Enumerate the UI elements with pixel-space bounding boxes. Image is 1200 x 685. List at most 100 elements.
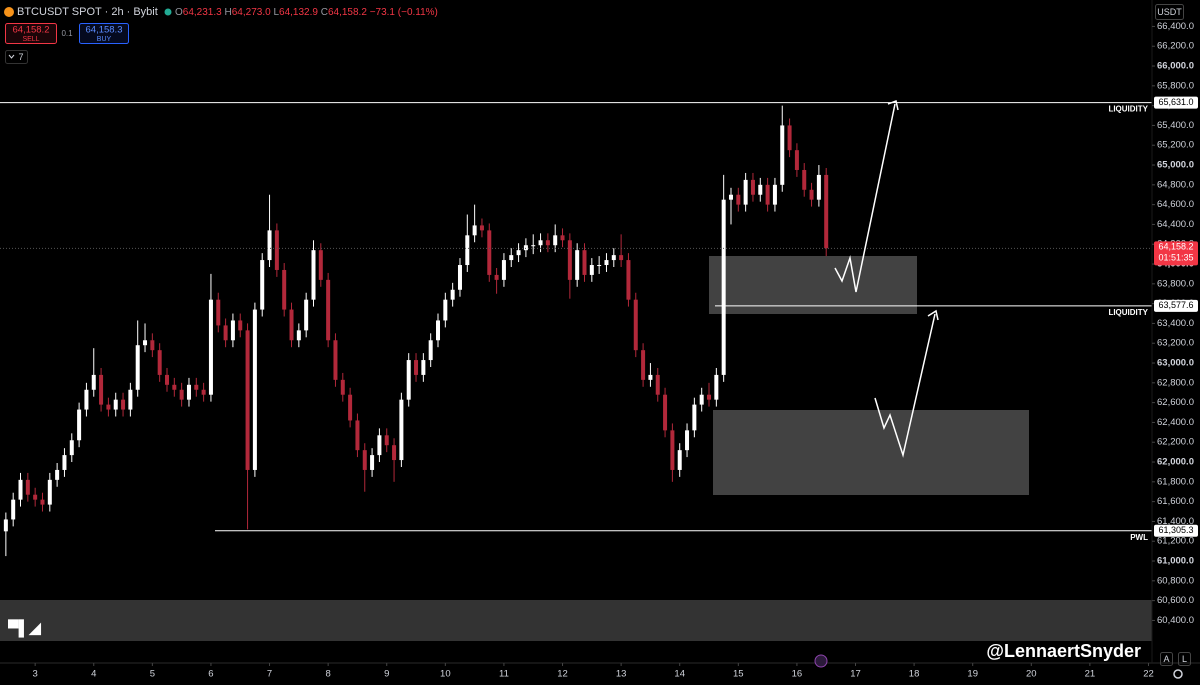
scale-label[interactable]: L bbox=[1182, 654, 1187, 664]
candle-body bbox=[743, 179, 748, 205]
x-tick-label: 17 bbox=[850, 669, 861, 680]
candle-body bbox=[326, 279, 331, 341]
level-tag bbox=[1154, 299, 1198, 312]
candle-body bbox=[663, 394, 668, 431]
currency-button[interactable] bbox=[1155, 4, 1184, 20]
candle-body bbox=[47, 479, 52, 505]
candle-body bbox=[809, 189, 814, 200]
candle-body bbox=[816, 174, 821, 200]
candle-body bbox=[582, 250, 587, 275]
level-note: LIQUIDITY bbox=[1108, 308, 1148, 317]
candle-body bbox=[443, 299, 448, 321]
candle-body bbox=[304, 299, 309, 331]
x-tick-label: 18 bbox=[909, 669, 920, 680]
zone bbox=[713, 410, 1029, 495]
x-tick-label: 15 bbox=[733, 669, 744, 680]
candle-body bbox=[260, 260, 265, 310]
y-tick-label: 63,200.0 bbox=[1157, 338, 1194, 349]
zone bbox=[709, 256, 917, 314]
candle-body bbox=[340, 379, 345, 395]
candle-body bbox=[62, 455, 67, 470]
currency[interactable]: USDT bbox=[1157, 7, 1182, 17]
y-tick-label: 60,600.0 bbox=[1157, 595, 1194, 606]
candle-body bbox=[355, 420, 360, 451]
candle-body bbox=[25, 479, 30, 495]
candle-body bbox=[670, 430, 675, 470]
scale-button[interactable] bbox=[1160, 652, 1173, 666]
buy-button[interactable] bbox=[79, 23, 129, 44]
x-tick-label: 9 bbox=[384, 669, 389, 680]
x-tick-label: 13 bbox=[616, 669, 627, 680]
candle-body bbox=[333, 340, 338, 380]
scale-button[interactable] bbox=[1178, 652, 1191, 666]
candle-body bbox=[728, 194, 733, 200]
y-tick-label: 64,800.0 bbox=[1157, 179, 1194, 190]
candle-body bbox=[531, 245, 536, 247]
x-tick-label: 16 bbox=[792, 669, 803, 680]
y-tick-label: 66,000.0 bbox=[1157, 61, 1194, 72]
candle-body bbox=[560, 235, 565, 241]
candle-body bbox=[296, 330, 301, 341]
buy-label[interactable]: BUY bbox=[97, 36, 112, 43]
candle-body bbox=[714, 374, 719, 400]
candle-body bbox=[143, 340, 148, 346]
y-tick-label: 61,000.0 bbox=[1157, 556, 1194, 567]
tv-logo: ▀▌◢ bbox=[8, 619, 41, 638]
candle-body bbox=[509, 255, 514, 261]
y-tick-label: 60,400.0 bbox=[1157, 615, 1194, 626]
x-tick-label: 5 bbox=[150, 669, 155, 680]
candle-body bbox=[230, 320, 235, 341]
candle-body bbox=[55, 469, 60, 480]
y-tick-label: 63,000.0 bbox=[1157, 358, 1194, 369]
chevron[interactable] bbox=[8, 54, 15, 59]
arrow bbox=[834, 103, 896, 293]
candle-body bbox=[77, 409, 82, 441]
candle-body bbox=[567, 240, 572, 280]
candle-body bbox=[128, 389, 133, 410]
candle-body bbox=[135, 345, 140, 390]
candle-body bbox=[84, 389, 89, 410]
candle-body bbox=[538, 240, 543, 246]
buy-price[interactable]: 64,158.3 bbox=[86, 25, 123, 36]
candle-body bbox=[33, 494, 38, 500]
y-tick-label: 63,800.0 bbox=[1157, 278, 1194, 289]
settings-icon[interactable] bbox=[1173, 669, 1183, 679]
candle-body bbox=[626, 260, 631, 300]
y-tick-label: 65,000.0 bbox=[1157, 160, 1194, 171]
candle-body bbox=[113, 399, 118, 410]
indicators-toggle[interactable] bbox=[5, 50, 28, 64]
candle-body bbox=[164, 374, 169, 385]
candle-body bbox=[179, 389, 184, 400]
sell-price[interactable]: 64,158.2 bbox=[13, 25, 50, 36]
annotations bbox=[834, 99, 939, 458]
y-tick-label: 64,600.0 bbox=[1157, 199, 1194, 210]
sell-button[interactable] bbox=[5, 23, 57, 44]
candle-body bbox=[707, 394, 712, 400]
header: BTCUSDT SPOT · 2h · Bybit O64,231.3 H64,… bbox=[4, 4, 1191, 679]
candle-body bbox=[392, 445, 397, 461]
event-icon[interactable] bbox=[814, 654, 828, 668]
y-tick-label: 65,800.0 bbox=[1157, 80, 1194, 91]
level-tag bbox=[1154, 524, 1198, 537]
y-tick-label: 62,800.0 bbox=[1157, 377, 1194, 388]
candle-body bbox=[479, 225, 484, 231]
candle-body bbox=[18, 479, 23, 500]
candle-body bbox=[619, 255, 624, 261]
candle-body bbox=[377, 435, 382, 456]
x-tick-label: 14 bbox=[674, 669, 685, 680]
candle-body bbox=[501, 260, 506, 280]
x-tick-label: 19 bbox=[967, 669, 978, 680]
sell-label[interactable]: SELL bbox=[22, 36, 39, 43]
y-tick-label: 61,200.0 bbox=[1157, 536, 1194, 547]
candle-body bbox=[824, 174, 829, 249]
candle-body bbox=[428, 340, 433, 361]
y-tick-label: 60,800.0 bbox=[1157, 575, 1194, 586]
ohlc-key: H bbox=[225, 7, 232, 18]
indicator-count[interactable]: 7 bbox=[18, 52, 23, 62]
candle-body bbox=[216, 299, 221, 326]
watermark: @LennaertSnyder bbox=[986, 641, 1141, 661]
scale-label[interactable]: A bbox=[1163, 654, 1169, 664]
y-tick-label: 62,200.0 bbox=[1157, 437, 1194, 448]
x-tick-label: 12 bbox=[557, 669, 568, 680]
